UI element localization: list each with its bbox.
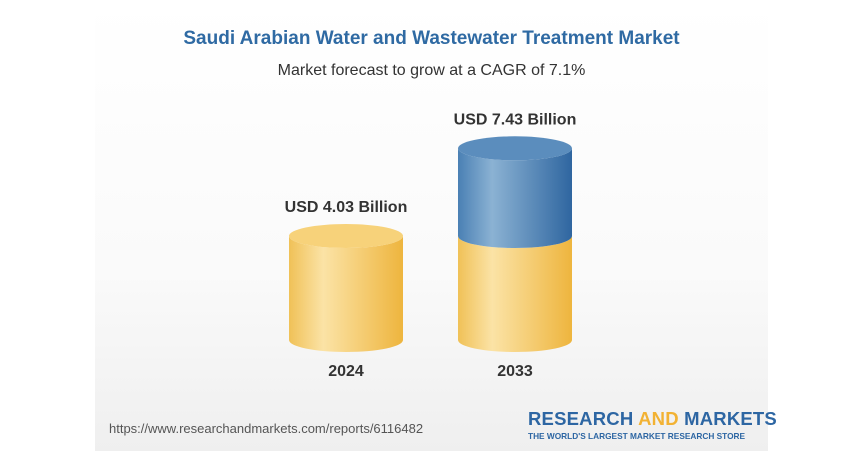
research-and-markets-logo: RESEARCH AND MARKETS THE WORLD'S LARGEST… [528,408,777,441]
chart-subtitle: Market forecast to grow at a CAGR of 7.1… [277,62,586,79]
data-label-2024: USD 4.03 Billion [285,199,408,216]
logo-text-markets: MARKETS [678,408,777,429]
bar-2033-base [458,236,572,352]
x-tick-label-2024: 2024 [328,363,364,380]
source-url[interactable]: https://www.researchandmarkets.com/repor… [109,421,424,436]
chart-title: Saudi Arabian Water and Wastewater Treat… [183,28,680,49]
x-tick-label-2033: 2033 [497,363,533,380]
logo-tagline: THE WORLD'S LARGEST MARKET RESEARCH STOR… [528,431,746,441]
bar-2033-growth-top [458,136,572,161]
data-label-2033: USD 7.43 Billion [454,111,577,128]
chart-card [95,0,768,451]
bar-2024-top [289,224,403,249]
logo-text: RESEARCH [528,408,639,429]
bar-2033-growth [458,148,572,249]
logo-text-and: AND [638,408,679,429]
bar-2024 [289,236,403,352]
